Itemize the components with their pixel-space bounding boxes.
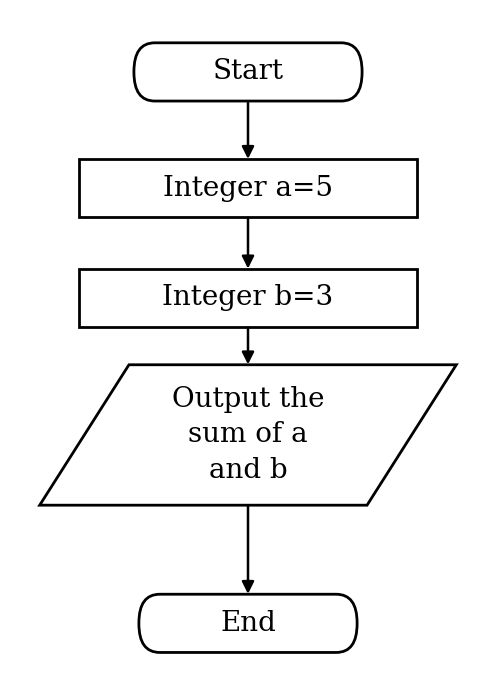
FancyBboxPatch shape	[134, 43, 362, 101]
Text: Integer b=3: Integer b=3	[162, 284, 334, 312]
Polygon shape	[40, 364, 456, 506]
Bar	[79, 269, 417, 327]
Text: End: End	[220, 610, 276, 637]
Bar	[79, 160, 417, 218]
Text: Integer a=5: Integer a=5	[163, 175, 333, 202]
Text: Start: Start	[212, 58, 284, 86]
FancyBboxPatch shape	[139, 594, 357, 652]
Text: Output the
sum of a
and b: Output the sum of a and b	[172, 386, 324, 484]
